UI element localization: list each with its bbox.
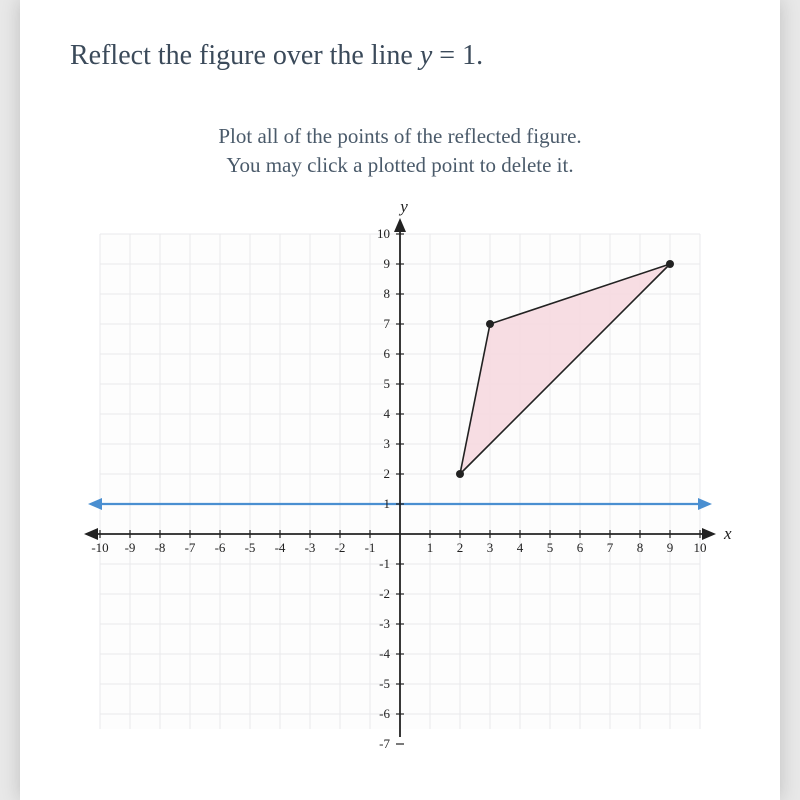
x-tick-label: -3 xyxy=(305,540,316,555)
x-tick-label: -8 xyxy=(155,540,166,555)
x-tick-label: -7 xyxy=(185,540,196,555)
x-tick-label: -10 xyxy=(91,540,108,555)
triangle-vertex[interactable] xyxy=(456,470,464,478)
x-tick-label: -9 xyxy=(125,540,136,555)
y-tick-label: 3 xyxy=(384,436,391,451)
y-tick-label: -3 xyxy=(379,616,390,631)
y-tick-label: -6 xyxy=(379,706,390,721)
math-var-y: y xyxy=(420,40,432,71)
y-tick-label: 6 xyxy=(384,346,391,361)
math-eq: = xyxy=(432,40,462,71)
x-tick-label: 10 xyxy=(694,540,707,555)
x-tick-label: -4 xyxy=(275,540,286,555)
instructions-line1: Plot all of the points of the reflected … xyxy=(20,122,780,151)
x-tick-label: 6 xyxy=(577,540,584,555)
x-tick-label: 8 xyxy=(637,540,644,555)
title-prefix: Reflect the figure over the line xyxy=(70,40,420,71)
x-tick-label: 2 xyxy=(457,540,464,555)
y-tick-label: 4 xyxy=(384,406,391,421)
triangle-vertex[interactable] xyxy=(486,320,494,328)
math-val: 1 xyxy=(462,40,476,71)
y-tick-label: -4 xyxy=(379,646,390,661)
instructions: Plot all of the points of the reflected … xyxy=(20,122,780,181)
title-suffix: . xyxy=(476,40,483,71)
triangle-vertex[interactable] xyxy=(666,260,674,268)
y-tick-label: 7 xyxy=(384,316,391,331)
y-axis-label: y xyxy=(398,197,408,216)
x-tick-label: 4 xyxy=(517,540,524,555)
x-axis-label: x xyxy=(723,524,732,543)
y-tick-label: 5 xyxy=(384,376,391,391)
y-tick-label: 10 xyxy=(377,226,390,241)
x-tick-label: -6 xyxy=(215,540,226,555)
y-tick-label: -7 xyxy=(379,736,390,749)
y-tick-label: -2 xyxy=(379,586,390,601)
problem-card: Reflect the figure over the line y = 1. … xyxy=(20,0,780,800)
graph-container: -10 -9 -8 -7 -6 -5 -4 -3 -2 -1 1 2 3 4 5 6 7 8 9 10 -7 -6 -5 -4… xyxy=(20,189,780,749)
y-tick-label: 2 xyxy=(384,466,391,481)
y-tick-label: 9 xyxy=(384,256,391,271)
y-tick-label: 1 xyxy=(384,496,391,511)
x-tick-label: -2 xyxy=(335,540,346,555)
x-tick-label: 9 xyxy=(667,540,674,555)
x-tick-label: 5 xyxy=(547,540,554,555)
x-tick-label: 7 xyxy=(607,540,614,555)
y-tick-label: 8 xyxy=(384,286,391,301)
x-tick-label: 1 xyxy=(427,540,434,555)
y-tick-label: -1 xyxy=(379,556,390,571)
x-tick-label: 3 xyxy=(487,540,494,555)
problem-title: Reflect the figure over the line y = 1. xyxy=(20,0,780,82)
instructions-line2: You may click a plotted point to delete … xyxy=(20,151,780,180)
coordinate-grid[interactable]: -10 -9 -8 -7 -6 -5 -4 -3 -2 -1 1 2 3 4 5 6 7 8 9 10 -7 -6 -5 -4… xyxy=(60,189,740,749)
y-tick-label: -5 xyxy=(379,676,390,691)
x-tick-label: -5 xyxy=(245,540,256,555)
x-tick-label: -1 xyxy=(365,540,376,555)
